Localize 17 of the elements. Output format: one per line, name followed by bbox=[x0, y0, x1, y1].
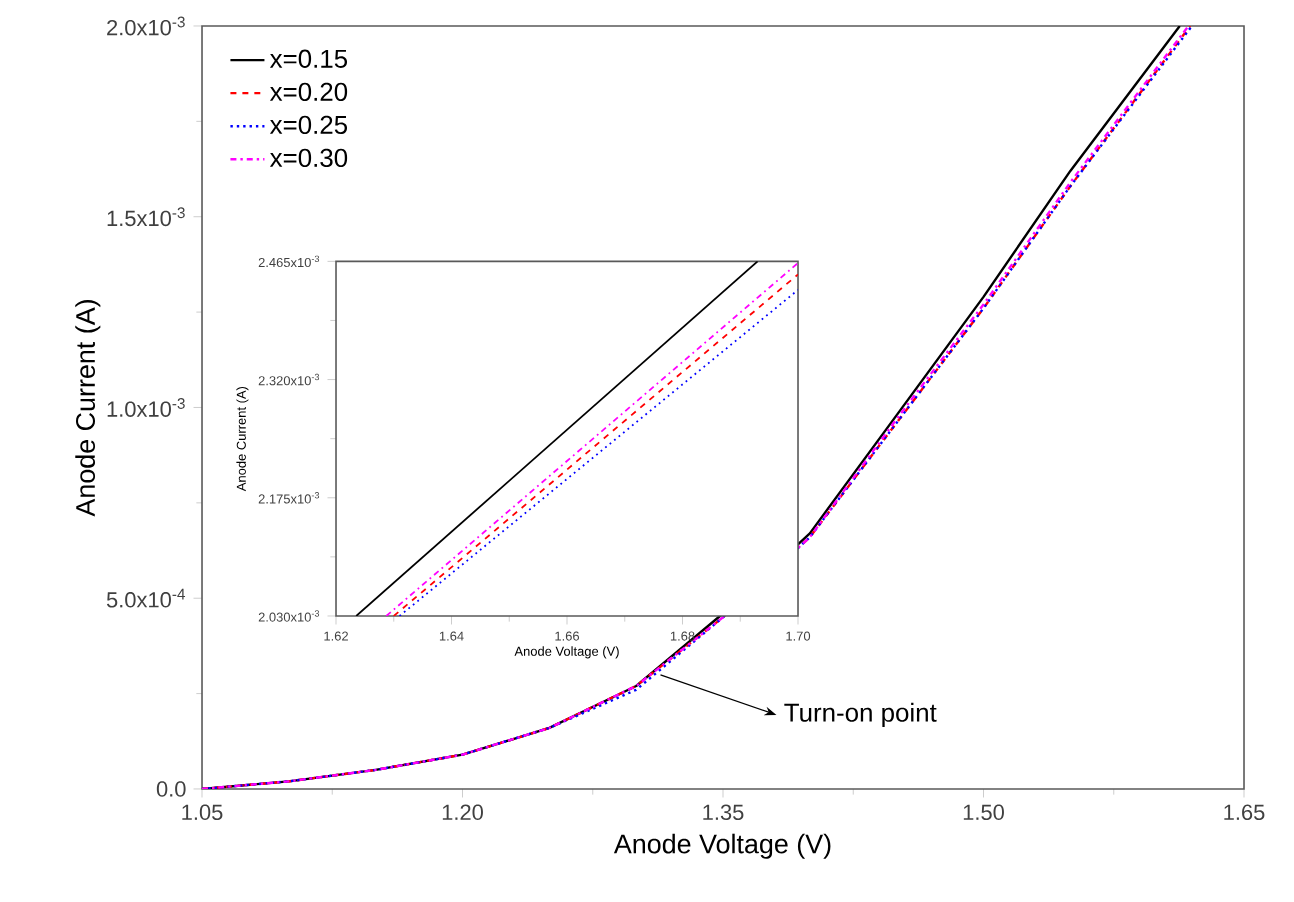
annotation: Turn-on point bbox=[784, 702, 937, 727]
y-tick-label: 0.0 bbox=[156, 781, 186, 797]
x-tick-label: 1.35 bbox=[703, 804, 744, 821]
y-tick-label: 5.0x10$^{-4}$ bbox=[106, 588, 186, 608]
x-tick-label: 1.20 bbox=[442, 804, 483, 821]
legend-label: x=0.20 bbox=[269, 82, 348, 101]
x-axis-title: Anode Voltage (V) bbox=[613, 833, 831, 859]
x-tick-label: 1.50 bbox=[963, 804, 1004, 821]
y-tick-label: 1.5x10$^{-3}$ bbox=[107, 207, 185, 227]
legend-label: x=0.15 bbox=[269, 49, 348, 68]
x-tick-label: 1.65 bbox=[1224, 804, 1265, 821]
y-tick-label: 1.0x10$^{-3}$ bbox=[107, 398, 185, 417]
legend-label: x=0.25 bbox=[269, 115, 348, 134]
x-tick-label: 1.05 bbox=[182, 804, 223, 821]
y-tick-label: 2.0x10$^{-3}$ bbox=[107, 16, 185, 36]
y-axis-title: Anode Current (A) bbox=[75, 300, 101, 517]
legend-label: x=0.30 bbox=[269, 148, 348, 168]
